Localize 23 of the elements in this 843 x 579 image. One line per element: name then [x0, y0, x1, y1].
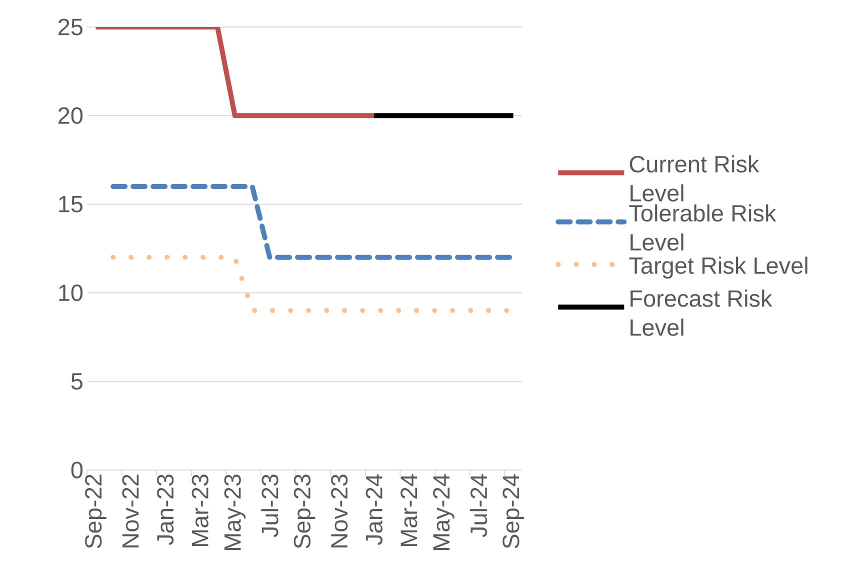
legend-label: Tolerable Risk Level	[629, 204, 776, 251]
x-tick-label: Jul-23	[261, 474, 278, 538]
y-tick-label: 15	[59, 196, 82, 212]
x-tick-label: Sep-22	[85, 474, 106, 548]
x-tick-label: Mar-24	[400, 474, 418, 546]
legend-label: Current Risk Level	[630, 155, 760, 202]
y-tick-label: 10	[59, 284, 83, 302]
x-tick-label: Mar-23	[192, 474, 208, 546]
x-tick-label: May-24	[433, 474, 454, 550]
y-tick-label: 20	[58, 107, 83, 124]
x-tick-label: Jan-24	[366, 474, 382, 546]
x-tick-label: Jan-23	[156, 474, 174, 546]
x-tick-label: Nov-23	[330, 474, 348, 548]
legend-label: Forecast Risk Level	[630, 290, 772, 336]
x-tick-label: Sep-23	[294, 474, 316, 548]
x-tick-label: Jul-24	[470, 474, 488, 538]
x-tick-label: Nov-22	[122, 474, 139, 548]
y-tick-label: 5	[71, 373, 82, 390]
x-tick-label: May-23	[224, 474, 246, 550]
legend-label: Target Risk Level	[629, 256, 808, 279]
x-tick-label: Sep-24	[502, 474, 524, 548]
y-tick-label: 25	[58, 18, 82, 36]
y-tick-label: 0	[71, 462, 83, 478]
